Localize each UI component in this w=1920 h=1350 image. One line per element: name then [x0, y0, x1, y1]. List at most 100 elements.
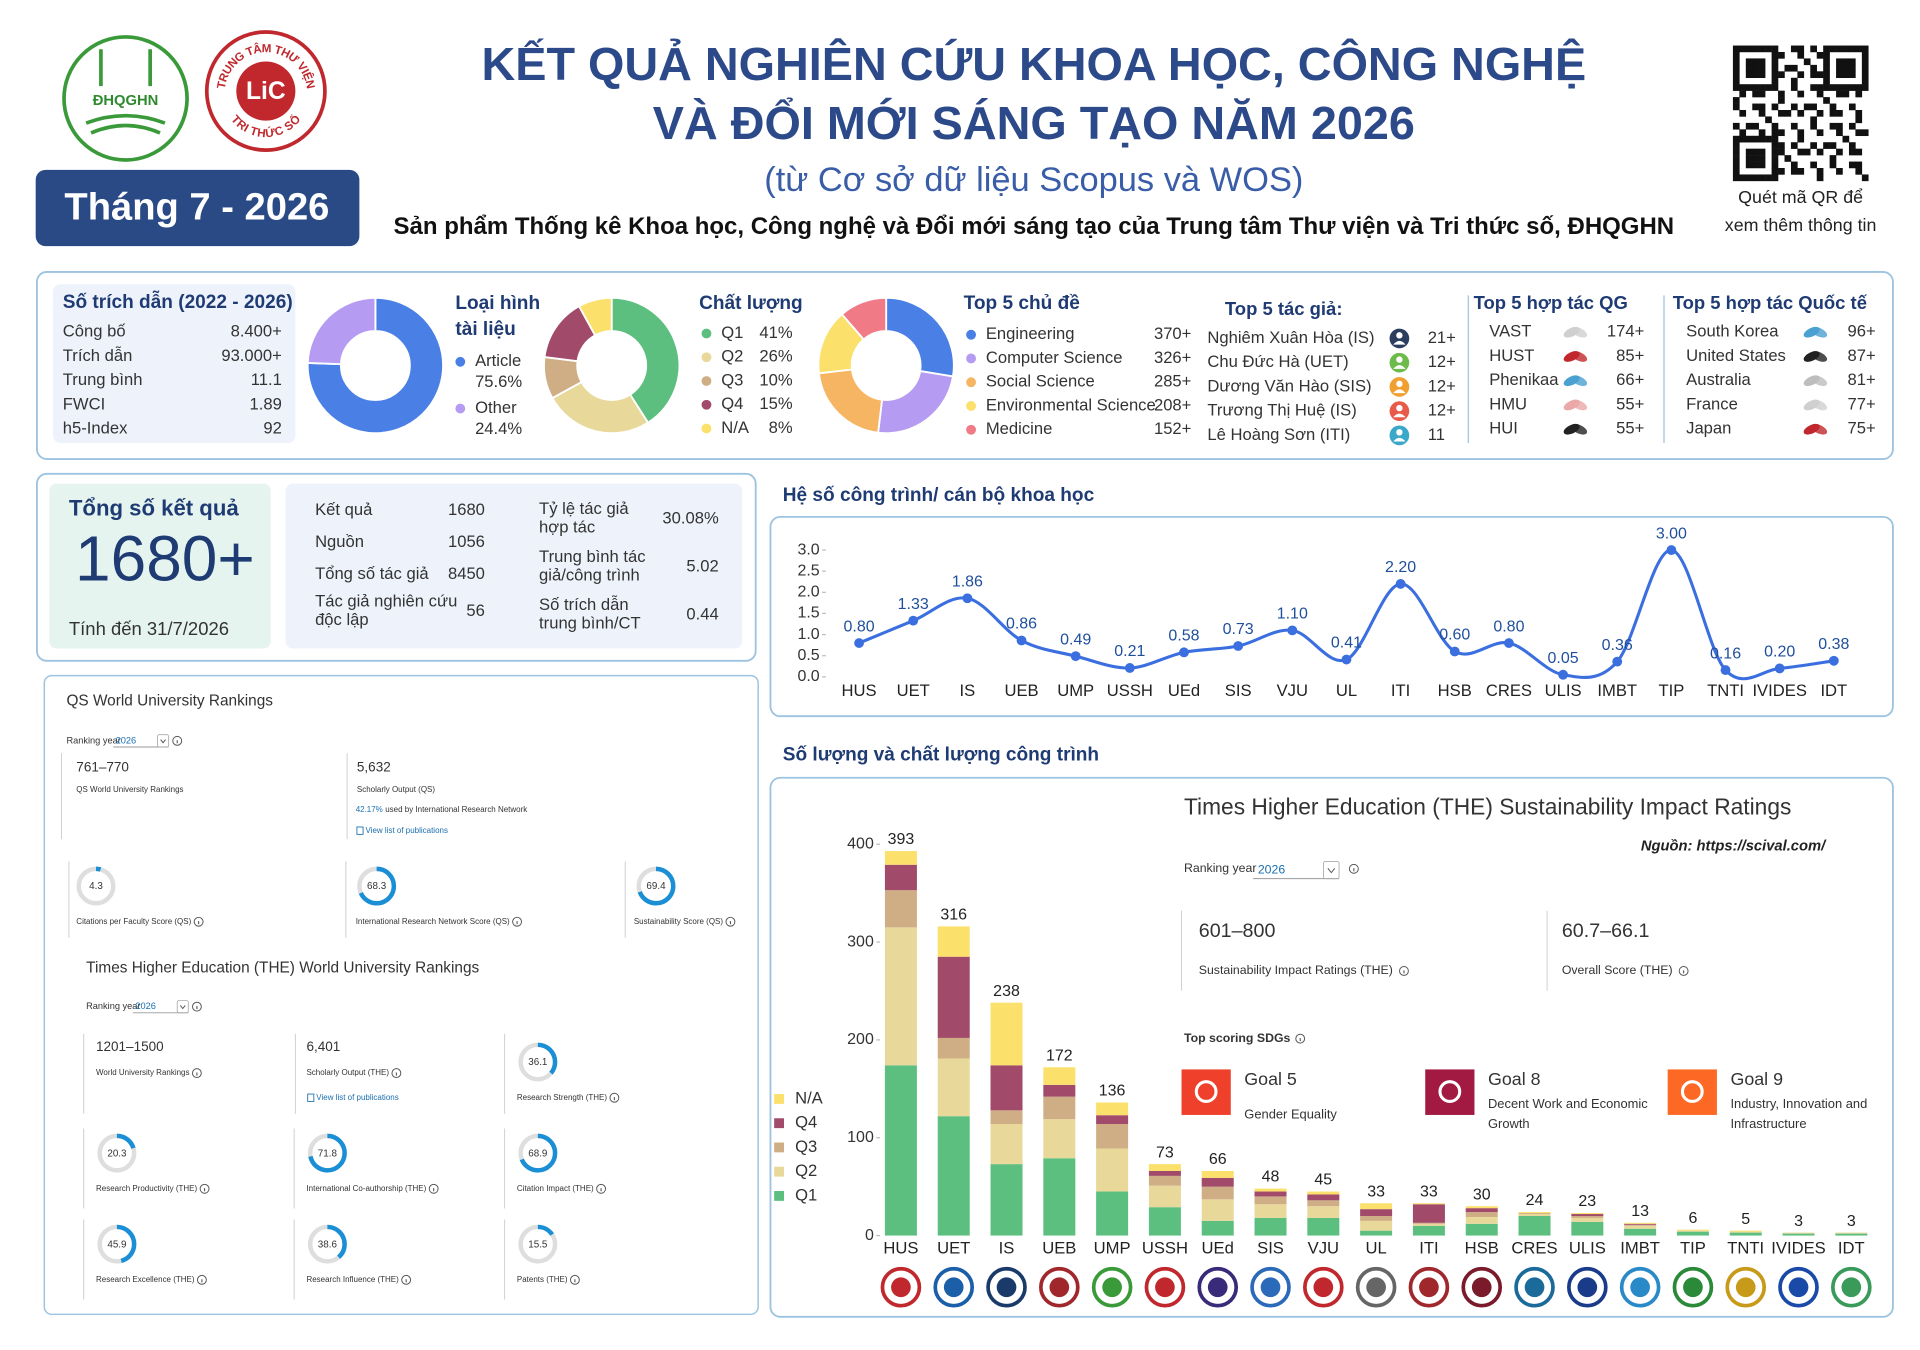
legend-swatch — [774, 1166, 784, 1177]
text-line: trung bình/CT — [539, 614, 641, 633]
chart-title: Top 5 chủ đề — [964, 293, 1080, 314]
line-point — [1070, 651, 1081, 662]
y-tick-label: 100 — [847, 1129, 874, 1146]
bar-segment — [1254, 1191, 1287, 1197]
bar-segment — [884, 927, 917, 1066]
qr-module — [1778, 51, 1785, 59]
qr-module — [1816, 109, 1824, 117]
qr-module — [1758, 129, 1766, 137]
bar-segment — [1254, 1196, 1287, 1205]
gauge-label: Research Excellence (THE) — [96, 1275, 195, 1284]
metric-value: 5,632 — [357, 759, 391, 774]
author-name: Trương Thị Huệ (IS) — [1207, 401, 1356, 420]
university-logo-core — [943, 1277, 964, 1298]
metric-label: Scholarly Output (QS) — [357, 785, 435, 794]
handshake-icon — [1811, 326, 1828, 338]
qr-module — [1848, 161, 1856, 169]
qr-module — [1752, 122, 1759, 130]
gauge-label: International Research Network Score (QS… — [356, 917, 510, 926]
month-badge — [35, 169, 360, 247]
qr-module — [1855, 116, 1863, 124]
section-title: Times Higher Education (THE) World Unive… — [86, 960, 479, 977]
qr-module — [1816, 84, 1824, 91]
panel-title: Top 5 hợp tác Quốc tế — [1673, 292, 1868, 313]
row-label: FWCI — [63, 394, 105, 413]
qr-module — [1836, 45, 1843, 53]
subtitle: (từ Cơ sở dữ liệu Scopus và WOS) — [764, 161, 1303, 199]
university-logo-core — [1102, 1277, 1122, 1298]
university-logo-core — [1577, 1277, 1598, 1298]
value-label: 1.33 — [898, 596, 929, 613]
value-label: 0.60 — [1439, 627, 1470, 644]
qr-module — [1848, 84, 1856, 91]
qr-module — [1765, 116, 1772, 124]
x-tick-label: ULIS — [1569, 1238, 1606, 1257]
partner-count: 75+ — [1848, 419, 1876, 438]
qr-module — [1848, 71, 1856, 79]
logo-text: LiC — [246, 78, 286, 105]
university-logo-core — [1841, 1277, 1862, 1298]
total-label: 136 — [1099, 1083, 1126, 1100]
donut-slice — [306, 296, 444, 435]
legend-label: Other — [475, 398, 517, 417]
bar-segment — [990, 1002, 1023, 1066]
gauge-value: 36.1 — [528, 1057, 547, 1068]
partner-name: VAST — [1489, 322, 1531, 341]
author-icon-body — [1393, 389, 1406, 394]
x-tick-label: UMP — [1057, 681, 1094, 700]
total-label: 393 — [888, 831, 915, 848]
qr-module — [1829, 161, 1837, 169]
stat-value: 1056 — [448, 532, 485, 551]
bar-segment — [1782, 1233, 1815, 1236]
bar-segment — [1360, 1230, 1393, 1236]
gauge-arc — [307, 1133, 347, 1173]
qr-module — [1816, 90, 1824, 98]
line-point — [1287, 625, 1298, 636]
y-tick-label: 1.5 — [797, 605, 819, 622]
partner-name: United States — [1686, 346, 1786, 365]
total-label: 5 — [1741, 1211, 1750, 1228]
line-point — [1504, 638, 1514, 648]
metric-value: 601–800 — [1199, 920, 1276, 942]
x-tick-label: HSB — [1438, 681, 1472, 700]
stat-value: 5.02 — [686, 557, 718, 576]
total-label: 3 — [1794, 1213, 1803, 1230]
qr-module — [1739, 174, 1747, 182]
qr-module — [1836, 122, 1843, 130]
value-label: 0.21 — [1114, 643, 1145, 660]
qr-module — [1752, 64, 1759, 72]
author-icon-head — [1396, 404, 1403, 412]
qr-module — [1765, 45, 1772, 53]
gauge-value: 15.5 — [528, 1239, 548, 1250]
qr-module — [1732, 51, 1740, 59]
author-icon-head — [1396, 332, 1403, 339]
qr-module — [1861, 45, 1869, 53]
university-logo-core — [1207, 1277, 1228, 1298]
metric-label: QS World University Rankings — [76, 785, 183, 794]
gauge-value: 71.8 — [318, 1148, 338, 1159]
bar-segment — [990, 1065, 1023, 1111]
gauge-arc — [97, 1224, 137, 1264]
qr-module — [1778, 90, 1785, 98]
sdg-icon — [1181, 1069, 1231, 1115]
source: Nguồn: https://scival.com/ — [1641, 839, 1827, 855]
university-logo-core — [1471, 1277, 1492, 1298]
bar-segment — [884, 890, 917, 928]
bar-segment — [1254, 1217, 1287, 1236]
partner-name: France — [1686, 394, 1738, 413]
total-label: 238 — [993, 983, 1020, 1000]
bar-segment — [1676, 1231, 1709, 1236]
metric-value: 60.7–66.1 — [1562, 920, 1650, 942]
x-tick-label: UET — [937, 1238, 970, 1257]
logo-text: ĐHQGHN — [93, 93, 159, 109]
total-box — [49, 483, 271, 649]
qr-module — [1855, 161, 1863, 169]
y-tick-label: 0 — [865, 1227, 874, 1244]
bar-segment — [1307, 1206, 1340, 1218]
qr-module — [1810, 103, 1817, 111]
x-tick-label: IVIDES — [1752, 681, 1806, 700]
qr-module — [1836, 129, 1843, 137]
qr-module — [1836, 64, 1843, 72]
bar-segment — [1624, 1225, 1657, 1229]
